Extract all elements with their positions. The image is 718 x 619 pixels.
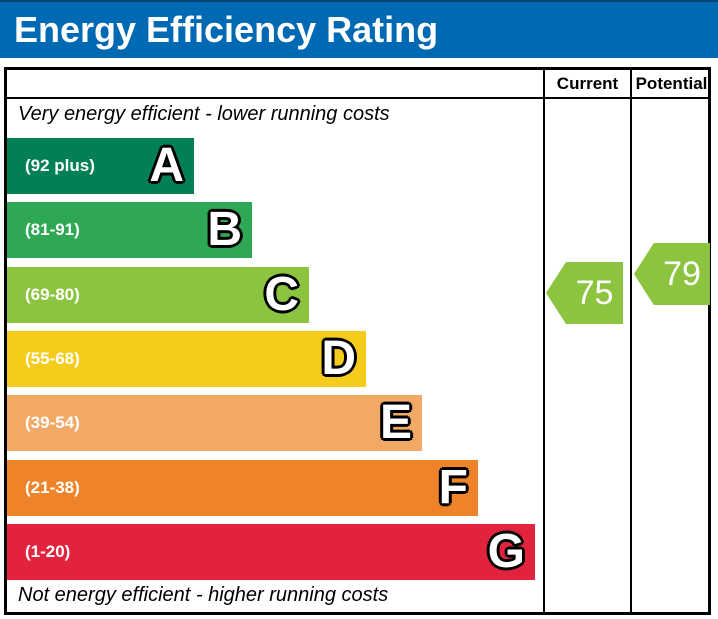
- band-c: (69-80) C: [7, 267, 309, 323]
- band-g: (1-20) G: [7, 524, 535, 580]
- band-g-letter: G: [486, 524, 526, 580]
- current-column-divider: [543, 67, 545, 615]
- band-c-letter: C: [263, 267, 301, 323]
- band-f-letter: F: [437, 460, 469, 516]
- band-d-range-label: (55-68): [25, 349, 80, 368]
- band-g-range-label: (1-20): [25, 542, 71, 561]
- band-b-letter: B: [206, 202, 244, 258]
- band-a-letter: A: [148, 138, 186, 194]
- band-d: (55-68) D: [7, 331, 366, 387]
- band-f-range-label: (21-38): [25, 478, 80, 497]
- band-f: (21-38) F: [7, 460, 478, 516]
- chart-title-bar: Energy Efficiency Rating: [0, 0, 718, 58]
- band-e: (39-54) E: [7, 395, 422, 451]
- current-column-header: Current: [556, 73, 619, 93]
- band-b-range-label: (81-91): [25, 220, 80, 239]
- header-row-divider: [4, 97, 711, 99]
- band-a-range-label: (92 plus): [25, 156, 95, 175]
- band-d-letter: D: [320, 331, 358, 387]
- band-c-range-label: (69-80): [25, 285, 80, 304]
- potential-column-divider: [630, 67, 632, 615]
- bottom-note: Not energy efficient - higher running co…: [18, 584, 389, 606]
- page-title: Energy Efficiency Rating: [14, 9, 439, 50]
- band-e-letter: E: [378, 395, 413, 451]
- band-e-range-label: (39-54): [25, 413, 80, 432]
- band-b: (81-91) B: [7, 202, 252, 258]
- top-note: Very energy efficient - lower running co…: [18, 103, 390, 125]
- potential-column-header: Potential: [635, 73, 708, 93]
- band-a: (92 plus) A: [7, 138, 194, 194]
